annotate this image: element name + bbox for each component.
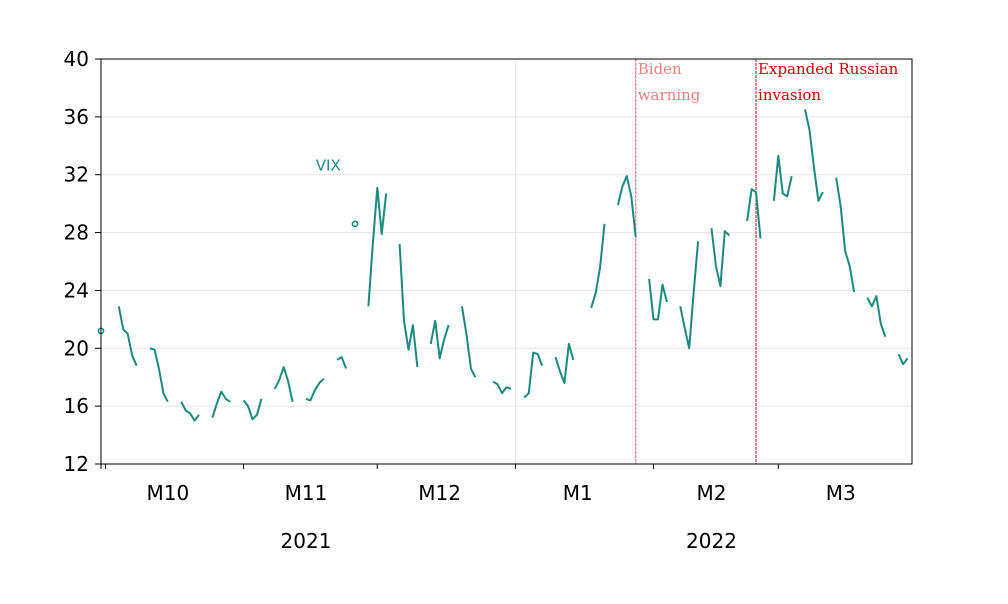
vix-line-segment xyxy=(149,347,169,403)
vix-line-segment xyxy=(554,342,575,384)
x-year-label: 2022 xyxy=(686,529,737,553)
y-tick-label: 24 xyxy=(64,278,89,302)
y-tick-label: 16 xyxy=(64,394,89,418)
vix-line-segment xyxy=(523,351,544,399)
x-month-label: M11 xyxy=(285,481,328,505)
vix-line-segment xyxy=(648,278,668,321)
vix-line-segment xyxy=(866,295,887,338)
vix-line-segment xyxy=(835,177,856,293)
y-axis: 12 16 20 24 28 32 36 40 xyxy=(64,47,101,476)
plot-area: Biden warning Expanded Russian invasion VIX xyxy=(97,58,913,465)
event-label: Expanded Russian xyxy=(758,60,899,78)
series-lines: VIX xyxy=(97,109,909,422)
vix-line-segment xyxy=(398,244,419,368)
y-tick-label: 28 xyxy=(64,221,89,245)
y-tick-label: 36 xyxy=(64,105,89,129)
vix-line-segment xyxy=(590,223,606,309)
vix-line-segment xyxy=(429,319,450,360)
vix-line-segment xyxy=(180,401,200,422)
vix-line-segment xyxy=(710,228,730,288)
x-month-label: M12 xyxy=(418,481,461,505)
vix-line-segment xyxy=(492,380,512,395)
y-tick-label: 32 xyxy=(64,163,89,187)
plot-frame xyxy=(100,58,913,465)
vix-line-segment xyxy=(336,356,348,369)
event-label: Biden xyxy=(638,60,682,78)
x-axis: M10 M11 M12 M1 M2 M3 2021 2022 xyxy=(100,464,856,553)
x-month-label: M1 xyxy=(563,481,593,505)
vix-line-segment xyxy=(804,109,824,202)
x-month-label: M2 xyxy=(696,481,726,505)
vix-line-segment xyxy=(460,306,477,378)
vix-line-segment xyxy=(367,186,388,307)
x-month-label: M3 xyxy=(826,481,856,505)
vix-line-segment xyxy=(273,366,294,403)
series-name-label: VIX xyxy=(316,156,341,174)
y-tick-label: 20 xyxy=(64,336,89,360)
gridlines xyxy=(101,59,912,464)
vix-line-segment xyxy=(772,154,793,201)
vix-line-segment xyxy=(211,390,231,418)
x-year-label: 2021 xyxy=(281,529,332,553)
event-label: warning xyxy=(638,86,701,104)
event-label: invasion xyxy=(758,86,821,104)
vix-line-segment xyxy=(305,377,325,402)
vix-line-segment xyxy=(897,353,909,366)
y-tick-label: 40 xyxy=(64,47,89,71)
vix-data-point xyxy=(351,220,359,228)
vix-line-segment xyxy=(679,241,700,350)
y-tick-label: 12 xyxy=(64,452,89,476)
event-annotations: Biden warning Expanded Russian invasion xyxy=(635,59,899,464)
x-month-label: M10 xyxy=(146,481,189,505)
vix-line-segment xyxy=(616,175,637,238)
vix-line-segment xyxy=(746,188,762,239)
vix-line-segment xyxy=(242,398,263,421)
vix-line-segment xyxy=(117,306,138,366)
plot-background xyxy=(101,59,912,464)
